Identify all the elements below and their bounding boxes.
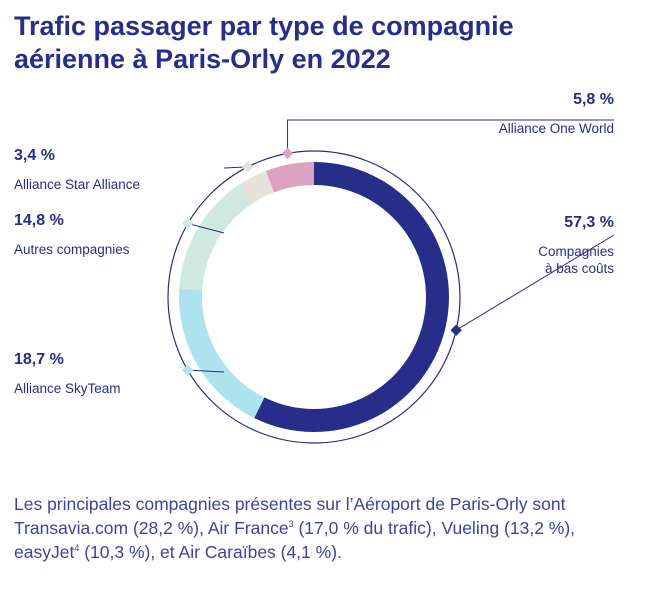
slice-autres-compagnies [179,183,253,290]
marker-compagnies-a-bas-couts [450,324,462,336]
slice-compagnies-a-bas-couts [254,162,450,432]
footnote-text-3: (10,3 %), et Air Caraïbes (4,1 %). [79,542,342,562]
value-label-alliance-star-alliance: 3,4 % [14,147,55,164]
marker-autres-compagnies [182,217,194,230]
category-label-autres-compagnies: Autres compagnies [14,242,130,257]
category-label-alliance-skyteam: Alliance SkyTeam [14,381,121,396]
category-label-compagnies-a-bas-couts-2: à bas coûts [545,261,614,276]
chart-title-line-2: aérienne à Paris-Orly en 2022 [14,44,391,74]
category-label-alliance-one-world: Alliance One World [499,121,614,136]
value-label-compagnies-a-bas-couts: 57,3 % [564,214,614,231]
footnote-ref-4: 4 [74,543,80,554]
leader-line-autres-compagnies [187,222,225,234]
leader-line-compagnies-a-bas-couts [455,234,615,331]
donut-outer-ring [167,150,461,444]
footnote-ref-3: 3 [288,519,294,530]
footnote-text-1: Les principales compagnies présentes sur… [14,494,566,538]
marker-alliance-star-alliance [242,161,254,173]
chart-title: Trafic passager par type de compagnie aé… [14,10,634,76]
marker-alliance-one-world [281,147,294,160]
leader-line-alliance-skyteam [187,369,225,373]
footnote-text-2: (17,0 % du trafic), Vueling (13,2 %), ea… [14,518,576,562]
marker-alliance-skyteam [181,364,194,376]
slice-alliance-star-alliance [240,170,275,204]
value-label-autres-compagnies: 14,8 % [14,212,64,229]
category-label-compagnies-a-bas-couts-1: Compagnies [538,244,614,259]
category-label-alliance-star-alliance: Alliance Star Alliance [14,177,140,192]
chart-title-line-1: Trafic passager par type de compagnie [14,11,514,41]
slice-alliance-skyteam [179,288,265,419]
leader-line-alliance-one-world [287,119,614,154]
footnote-paragraph: Les principales compagnies présentes sur… [14,492,639,564]
donut-chart: 57,3 % Compagnies à bas coûts 18,7 % Allianc… [14,91,615,444]
value-label-alliance-one-world: 5,8 % [573,91,614,108]
value-label-alliance-skyteam: 18,7 % [14,351,64,368]
slice-alliance-one-world [265,162,314,193]
